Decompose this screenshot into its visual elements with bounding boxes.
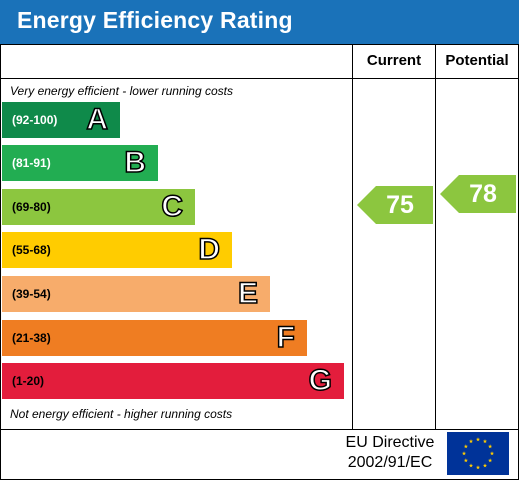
- band-range: (81-91): [12, 156, 51, 170]
- flag-star: [463, 444, 468, 449]
- band-a: (92-100) A: [2, 102, 120, 138]
- eu-directive: EU Directive 2002/91/EC: [338, 433, 442, 473]
- column-divider: [352, 45, 353, 430]
- flag-star: [488, 444, 493, 449]
- arrow-shape: [440, 175, 516, 213]
- flag-star: [482, 439, 488, 444]
- band-letter: D: [198, 232, 221, 267]
- arrow-shape: [357, 186, 433, 224]
- current-rating-value: 75: [386, 191, 414, 219]
- header-divider: [0, 78, 519, 79]
- band-range: (39-54): [12, 287, 51, 301]
- band-c: (69-80) C: [2, 189, 195, 225]
- band-f: (21-38) F: [2, 320, 307, 356]
- flag-star: [468, 439, 474, 444]
- efficient-note: Very energy efficient - lower running co…: [10, 84, 233, 98]
- header-bar: Energy Efficiency Rating: [0, 0, 519, 44]
- flag-star: [475, 465, 481, 470]
- column-divider: [435, 45, 436, 430]
- eu-directive-line1: EU Directive: [345, 434, 435, 451]
- flag-star: [468, 463, 474, 468]
- band-range: (92-100): [12, 113, 58, 127]
- band-letter: E: [237, 276, 259, 311]
- band-range: (1-20): [12, 374, 45, 388]
- eu-flag-icon: [447, 432, 509, 475]
- flag-star: [482, 463, 488, 468]
- potential-column-header: Potential: [445, 52, 509, 69]
- flag-star: [488, 458, 493, 463]
- flag-star: [475, 437, 481, 442]
- potential-rating-arrow: 78: [440, 175, 516, 213]
- flag-star: [461, 451, 467, 456]
- inefficient-note: Not energy efficient - higher running co…: [10, 407, 233, 421]
- eu-directive-line2: 2002/91/EC: [347, 454, 433, 471]
- band-letter: G: [308, 363, 333, 398]
- band-d: (55-68) D: [2, 232, 232, 268]
- band-letter: A: [86, 102, 109, 137]
- band-range: (55-68): [12, 243, 51, 257]
- flag-star: [463, 458, 468, 463]
- current-column-header: Current: [366, 52, 422, 69]
- page-title: Energy Efficiency Rating: [17, 7, 293, 33]
- band-b: (81-91) B: [2, 145, 158, 181]
- band-range: (69-80): [12, 200, 51, 214]
- flag-star: [489, 451, 495, 456]
- band-letter: F: [276, 320, 296, 355]
- current-rating-arrow: 75: [357, 186, 433, 224]
- potential-rating-value: 78: [469, 180, 497, 208]
- band-g: (1-20) G: [2, 363, 344, 399]
- band-letter: C: [161, 189, 184, 224]
- band-letter: B: [124, 145, 147, 180]
- band-e: (39-54) E: [2, 276, 270, 312]
- footer-divider: [0, 429, 519, 430]
- band-range: (21-38): [12, 331, 51, 345]
